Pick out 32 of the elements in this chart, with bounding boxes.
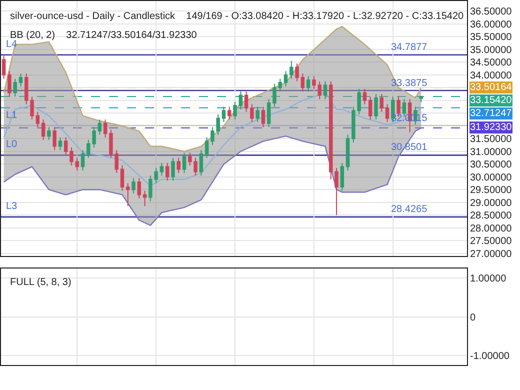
ref-line-label: 33.15420 (470, 95, 512, 106)
annotation: L1 (6, 110, 18, 121)
text: 1.00000 (470, 274, 507, 285)
y-tick-label: 35.00000 (470, 44, 512, 56)
y-tick-label: 34.00000 (470, 70, 512, 82)
text: 0 (470, 312, 476, 324)
y-tick-label: 36.50000 (470, 6, 512, 18)
ref-line-label: 33.50164 (470, 82, 512, 93)
y-tick-label: 30.50000 (470, 160, 512, 171)
y-tick-label: 34.50000 (470, 58, 512, 69)
ref-line-label: 28.4265 (391, 204, 428, 215)
annotation: L0 (6, 139, 18, 150)
y-tick-label: 29.50000 (470, 185, 512, 196)
text: FULL (5, 8, 3) (10, 277, 72, 288)
text: silver-ounce-usd - Daily - Candlestick 149/169 - O:33.08420 - H:33.17920 - L:32.92720 - C:33.15420 (10, 11, 464, 22)
y-tick-label: 30.00000 (470, 172, 512, 184)
y-tick-label: 31.00000 (470, 146, 512, 158)
ref-line-label: 34.7877 (391, 42, 428, 53)
y-tick-label: 31.50000 (470, 134, 512, 146)
y-tick-label: 28.00000 (470, 223, 512, 234)
ref-line-label: 31.92330 (470, 122, 512, 133)
text: -1.00000 (470, 351, 510, 362)
y-tick-label: 29.00000 (470, 198, 512, 209)
y-tick-label: 28.50000 (470, 210, 512, 222)
y-tick-label: 27.00000 (470, 248, 512, 260)
ref-line-label: 32.71247 (470, 108, 512, 119)
y-tick-label: 35.50000 (470, 32, 512, 44)
text: BB (20, 2) 32.71247/33.50164/31.92330 (10, 30, 198, 41)
annotation: L4 (6, 39, 18, 50)
y-tick-label: 36.00000 (470, 19, 512, 30)
annotation: L3 (6, 201, 18, 212)
y-tick-label: 27.50000 (470, 236, 512, 248)
